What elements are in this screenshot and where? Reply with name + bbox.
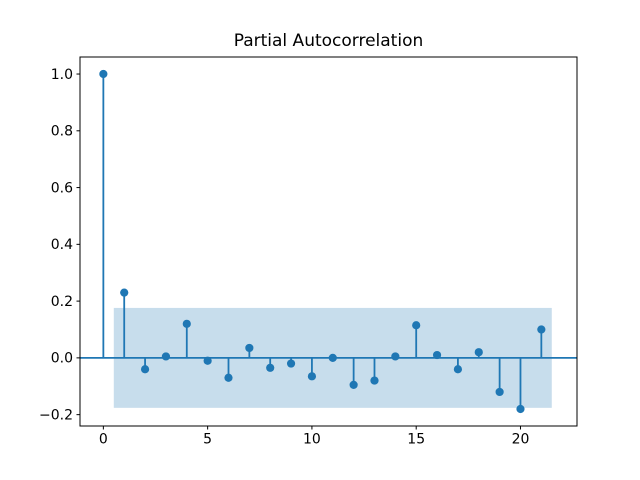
x-tick-label: 10	[303, 432, 321, 448]
y-tick-label: 0.8	[51, 124, 73, 140]
marker-lag-18	[474, 348, 483, 357]
marker-lag-11	[328, 353, 337, 362]
y-tick-label: 1.0	[51, 67, 73, 83]
marker-lag-4	[182, 319, 191, 328]
y-tick-label: 0.2	[51, 294, 73, 310]
marker-lag-21	[537, 325, 546, 334]
y-tick-label: 0.6	[51, 180, 73, 196]
x-tick-label: 0	[99, 432, 108, 448]
marker-lag-17	[453, 365, 463, 374]
marker-lag-13	[370, 376, 379, 385]
marker-lag-6	[224, 373, 233, 382]
marker-lag-5	[203, 356, 212, 365]
marker-lag-9	[286, 359, 296, 368]
axes-layer: 1.0 0.8 0.6 0.4 0.2 0.0 −0.2 0 5 10 15 20	[39, 56, 578, 448]
chart-title: Partial Autocorrelation	[234, 31, 424, 51]
marker-lag-2	[140, 365, 150, 374]
y-tick-label: −0.2	[39, 407, 73, 423]
marker-lag-15	[412, 321, 421, 330]
marker-lag-20	[516, 404, 525, 414]
marker-lag-14	[391, 352, 400, 361]
marker-lag-19	[495, 387, 504, 397]
marker-lag-7	[245, 343, 254, 353]
y-tick-label: 0.4	[51, 237, 73, 253]
marker-lag-12	[349, 380, 358, 389]
marker-lag-10	[307, 372, 317, 381]
x-tick-label: 5	[203, 432, 212, 448]
x-tick-label: 20	[512, 432, 530, 448]
marker-lag-0	[99, 69, 108, 79]
marker-lag-1	[120, 288, 129, 297]
marker-lag-16	[432, 350, 442, 360]
x-tick-label: 15	[407, 432, 425, 448]
stem-layer	[80, 69, 577, 414]
marker-lag-3	[161, 352, 171, 361]
marker-lag-8	[266, 363, 275, 372]
axes-spines	[79, 56, 578, 427]
y-tick-label: 0.0	[51, 351, 73, 367]
